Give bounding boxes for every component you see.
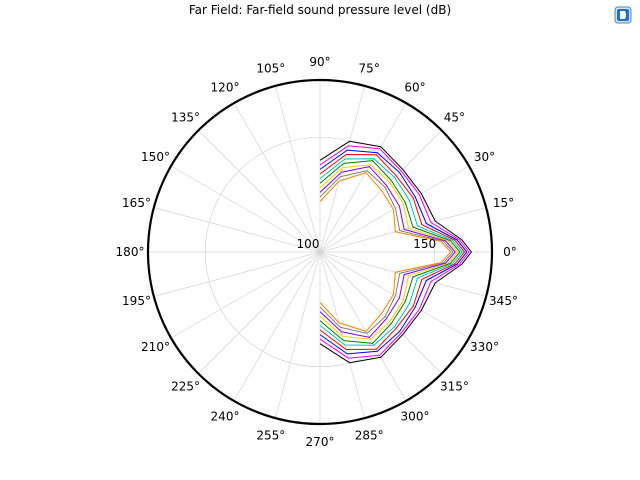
grid-spoke — [319, 251, 470, 339]
grid-spoke — [153, 207, 321, 253]
theta-tick-label: 210° — [141, 340, 170, 354]
theta-tick-label: 30° — [474, 150, 495, 164]
theta-tick-label: 150° — [141, 150, 170, 164]
theta-tick-label: 120° — [211, 81, 240, 95]
grid-spoke — [153, 251, 321, 297]
theta-tick-label: 90° — [309, 55, 330, 69]
grid-spoke — [198, 251, 321, 374]
theta-tick-label: 285° — [355, 429, 384, 443]
series-line — [319, 172, 452, 332]
grid-spoke — [170, 165, 321, 253]
theta-tick-label: 180° — [116, 245, 145, 259]
grid-circle — [204, 136, 436, 368]
r-tick-label: 150 — [413, 237, 436, 251]
theta-tick-label: 315° — [440, 379, 469, 393]
theta-tick-label: 60° — [404, 81, 425, 95]
theta-tick-label: 105° — [256, 62, 285, 76]
series-line — [319, 170, 454, 334]
theta-tick-label: 240° — [211, 410, 240, 424]
theta-tick-label: 195° — [122, 294, 151, 308]
grid-spoke — [233, 251, 321, 402]
grid-spoke — [319, 85, 365, 253]
grid-spoke — [319, 165, 470, 253]
grid-spoke — [319, 130, 442, 253]
series-line — [319, 160, 461, 344]
grid-spoke — [198, 130, 321, 253]
theta-tick-label: 255° — [256, 429, 285, 443]
grid-spoke — [275, 251, 321, 419]
series-line — [319, 166, 456, 338]
r-tick-label: 100 — [297, 237, 320, 251]
theta-tick-label: 270° — [306, 435, 335, 449]
grid-spoke — [170, 251, 321, 339]
grid-spoke — [233, 102, 321, 253]
series-line — [319, 158, 463, 346]
grid-spoke — [275, 85, 321, 253]
grid-spoke — [319, 251, 487, 297]
series-line — [319, 145, 470, 359]
series-line — [319, 154, 465, 350]
polar-frame — [146, 78, 494, 426]
grid-spoke — [319, 207, 487, 253]
theta-tick-label: 345° — [489, 294, 518, 308]
theta-tick-label: 330° — [470, 340, 499, 354]
theta-tick-label: 135° — [171, 111, 200, 125]
grid-spoke — [319, 102, 407, 253]
series-line — [319, 149, 468, 355]
grid-spoke — [319, 251, 407, 402]
grid-spoke — [319, 251, 365, 419]
theta-tick-label: 45° — [444, 111, 465, 125]
theta-tick-label: 75° — [359, 62, 380, 76]
theta-tick-label: 15° — [493, 196, 514, 210]
theta-tick-label: 300° — [401, 410, 430, 424]
grid-spoke — [319, 251, 442, 374]
chart-title: Far Field: Far-field sound pressure leve… — [188, 3, 452, 17]
series-line — [319, 164, 459, 340]
theta-tick-label: 0° — [503, 245, 517, 259]
theta-tick-label: 225° — [171, 379, 200, 393]
series-line — [319, 140, 472, 364]
comsol-app-icon — [614, 6, 632, 24]
theta-tick-label: 165° — [122, 196, 151, 210]
